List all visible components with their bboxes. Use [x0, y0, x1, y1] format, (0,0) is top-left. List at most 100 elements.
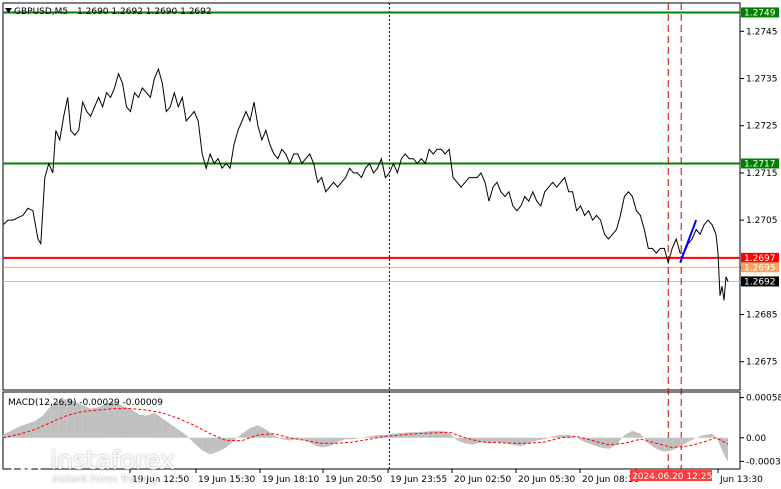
instaforex-watermark: instaforex Instant Forex Trading	[4, 444, 182, 486]
current-price-tag-bg	[741, 276, 779, 287]
y-tick-label: 1.2675	[746, 358, 778, 368]
macd-bar	[329, 437, 338, 447]
macd-bar	[242, 428, 250, 438]
macd-bar	[337, 437, 346, 442]
macd-bar	[632, 430, 641, 438]
macd-bar	[42, 405, 51, 438]
x-tick-label: 20 Jun 02:50	[454, 475, 511, 485]
price-levels	[3, 11, 740, 282]
macd-bar	[722, 437, 727, 459]
macd-histogram	[3, 398, 728, 462]
macd-bar	[162, 418, 171, 438]
macd-bar	[98, 403, 107, 438]
macd-bar	[18, 423, 27, 438]
macd-bar	[210, 437, 219, 455]
macd-bar	[712, 433, 719, 441]
macd-bar	[82, 405, 91, 438]
level-tag-bg	[741, 158, 779, 169]
y-tick-label: 1.2745	[746, 27, 778, 37]
macd-bar	[488, 437, 497, 444]
macd-bar	[361, 436, 370, 438]
ohlc-values: 1.2690 1.2692 1.2690 1.2692	[77, 7, 212, 17]
macd-bar	[178, 429, 187, 438]
macd-bar	[74, 401, 83, 438]
macd-bar	[624, 430, 633, 438]
macd-bar	[640, 433, 649, 444]
macd-bar	[281, 437, 290, 441]
macd-bar	[560, 435, 569, 438]
macd-bar	[726, 437, 728, 462]
macd-bar	[718, 437, 723, 451]
watermark-brand: instaforex	[50, 446, 175, 476]
level-tag-label: 1.2695	[744, 263, 776, 273]
macd-bar	[218, 437, 227, 452]
macd-bar	[616, 435, 625, 445]
macd-signal-line	[2, 408, 729, 449]
macd-bar	[433, 430, 442, 438]
macd-bar	[672, 437, 681, 451]
macd-bar	[648, 437, 657, 449]
main-panel: 1.27451.27351.27251.27151.27051.26951.26…	[2, 2, 779, 469]
x-tick-label: 20 Jun 08:10	[582, 475, 639, 485]
macd-label: MACD(12,26,9) -0.00029 -0.00009	[8, 398, 163, 408]
macd-bar	[417, 431, 426, 438]
macd-bar	[226, 437, 235, 448]
level-tag-bg	[741, 262, 779, 273]
macd-bar	[345, 437, 354, 440]
y-tick-label: 1.2685	[746, 310, 778, 320]
current-price-label: 1.2692	[744, 277, 776, 287]
level-tag-label: 1.2717	[744, 159, 776, 169]
signal-markers	[667, 3, 682, 469]
macd-bar	[194, 437, 203, 451]
macd-bar	[688, 437, 697, 442]
macd-bar	[409, 432, 418, 438]
macd-tick-label: -0.00034	[746, 457, 781, 467]
macd-bar	[576, 437, 585, 442]
macd-bar	[696, 435, 705, 438]
price-line	[2, 67, 729, 301]
macd-bar	[146, 412, 155, 438]
macd-bar	[552, 435, 561, 438]
macd-bar	[536, 437, 545, 441]
macd-tick-label: 0.00058	[746, 394, 781, 404]
macd-bar	[425, 430, 434, 438]
macd-bar	[496, 437, 505, 444]
macd-bar	[321, 437, 330, 448]
macd-bar	[50, 401, 59, 438]
macd-bar	[114, 401, 123, 438]
macd-bar	[297, 437, 306, 441]
macd-bar	[680, 437, 689, 447]
macd-bar	[170, 423, 179, 438]
macd-bar	[186, 435, 195, 444]
macd-bar	[66, 398, 75, 438]
macd-bar	[385, 433, 394, 438]
x-tick-label: 19 Jun 20:50	[325, 475, 382, 485]
macd-bar	[26, 421, 35, 438]
macd-bar	[273, 435, 282, 440]
macd-bar	[449, 432, 458, 441]
macd-panel: 0.00058 0.00 -0.00034 MACD(12,26,9) -0.000…	[2, 391, 781, 470]
macd-bar	[584, 437, 593, 445]
collapse-triangle-icon[interactable]	[5, 8, 12, 13]
macd-tick-label: 0.00	[746, 434, 766, 444]
trend-line	[679, 219, 698, 263]
macd-bar	[592, 437, 601, 448]
macd-bar	[234, 433, 243, 441]
macd-bar	[504, 437, 513, 445]
level-tag-label: 1.2749	[744, 8, 776, 18]
level-tag-bg	[741, 252, 779, 263]
macd-bar	[106, 401, 115, 438]
x-tick-label: 20 Jun 05:30	[518, 475, 575, 485]
macd-bar	[257, 425, 266, 438]
y-tick-label: 1.2705	[746, 216, 778, 226]
x-tick-label: 19 Jun 18:10	[262, 475, 319, 485]
macd-bar	[249, 425, 258, 438]
x-tick-label: 19 Jun 23:55	[390, 475, 447, 485]
main-panel-frame	[2, 2, 741, 391]
x-tick-label: Jun 13:30	[719, 475, 763, 485]
y-tick-label: 1.2735	[746, 75, 778, 85]
macd-bar	[34, 415, 43, 438]
macd-bar	[600, 437, 609, 449]
x-tick-label: 19 Jun 15:30	[198, 475, 255, 485]
